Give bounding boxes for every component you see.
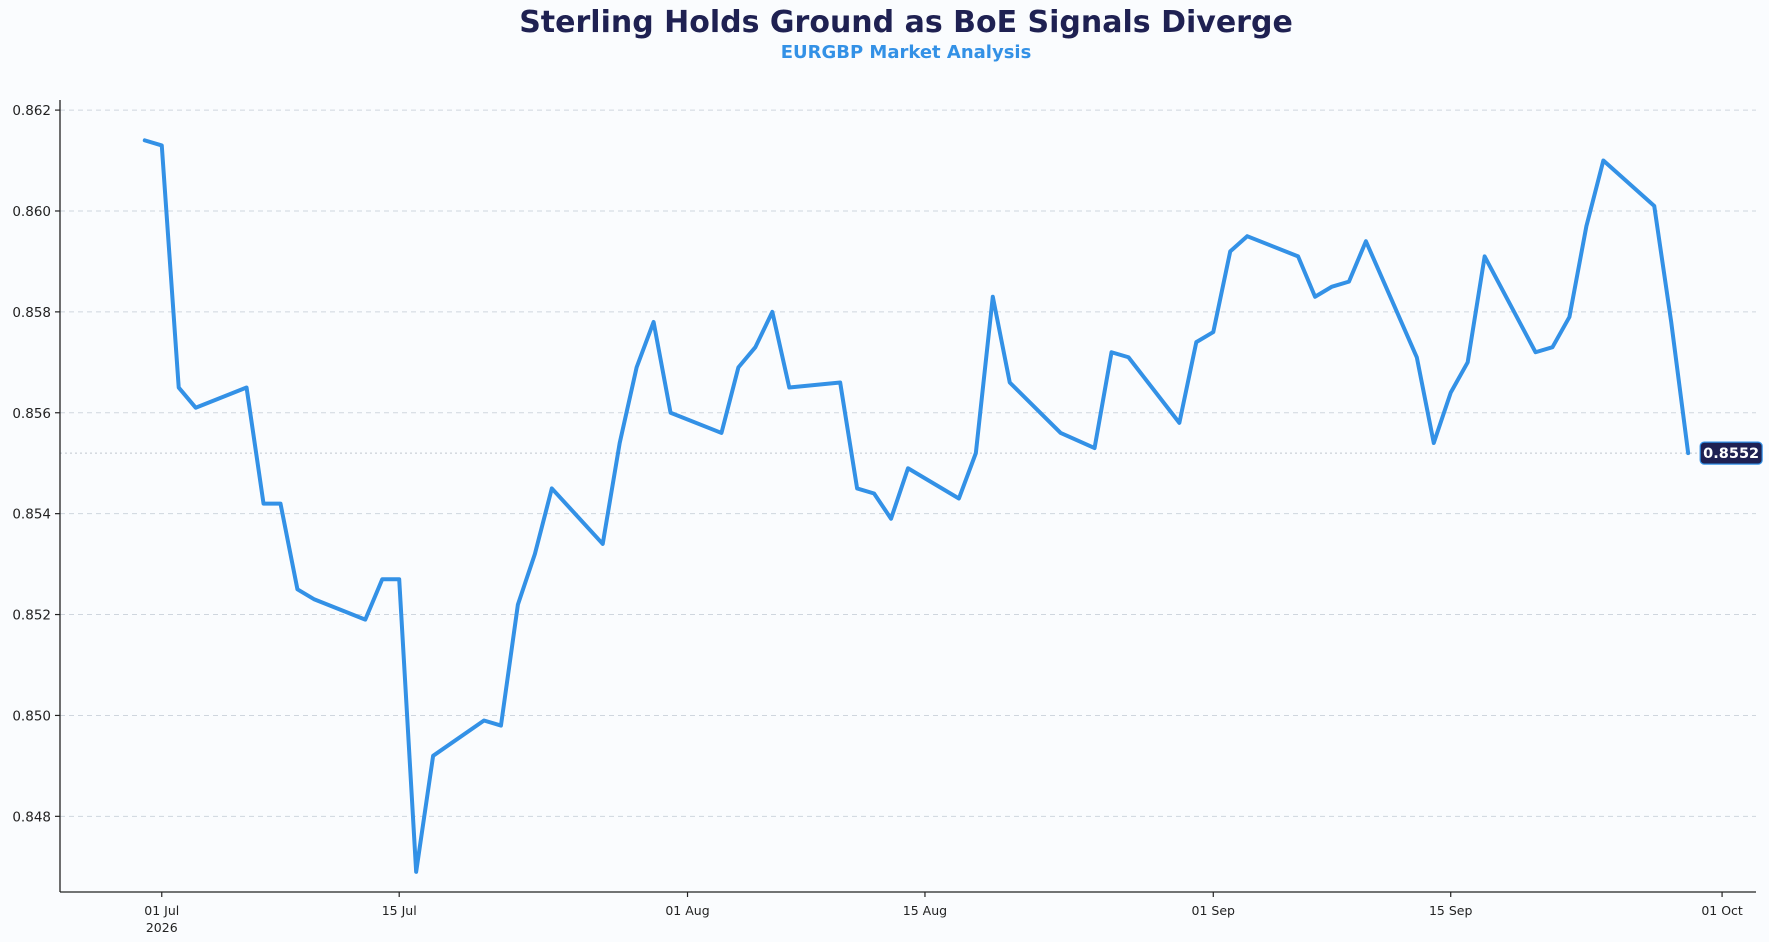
y-tick-label: 0.854	[12, 507, 51, 523]
last-value-badge-text: 0.8552	[1703, 446, 1759, 462]
y-axis-ticks: 0.848 0.850 0.852 0.854 0.856 0.858 0.860 0.862	[12, 103, 60, 825]
series-group	[142, 138, 1691, 874]
last-value-badge-bg	[1699, 441, 1763, 465]
x-tick-label: 15 Jul	[382, 903, 417, 918]
chart-title: Sterling Holds Ground as BoE Signals Div…	[519, 5, 1293, 40]
series-line	[142, 138, 1691, 874]
y-tick-label: 0.856	[12, 406, 51, 422]
x-tick-label: 01 Aug	[665, 903, 709, 918]
x-tick-label: 15 Sep	[1429, 903, 1473, 918]
last-value-badge: 0.8552	[1699, 441, 1763, 465]
y-tick-label: 0.862	[12, 103, 51, 119]
y-tick-label: 0.858	[12, 305, 51, 321]
axes	[59, 100, 1756, 893]
grid-lines	[60, 109, 1756, 817]
x-tick-year-label: 2026	[146, 920, 178, 935]
x-tick-label: 15 Aug	[903, 903, 947, 918]
y-tick-label: 0.848	[12, 809, 51, 825]
y-tick-label: 0.850	[12, 708, 51, 724]
x-tick-label: 01 Sep	[1192, 903, 1236, 918]
chart-subtitle: EURGBP Market Analysis	[781, 42, 1032, 63]
y-tick-label: 0.852	[12, 608, 51, 624]
y-tick-label: 0.860	[12, 204, 51, 220]
x-tick-label: 01 Oct	[1701, 903, 1743, 918]
x-tick-label: 01 Jul	[144, 903, 179, 918]
x-axis-ticks: 01 Jul 2026 15 Jul 01 Aug 15 Aug 01 Sep 15 Sep…	[144, 892, 1743, 935]
